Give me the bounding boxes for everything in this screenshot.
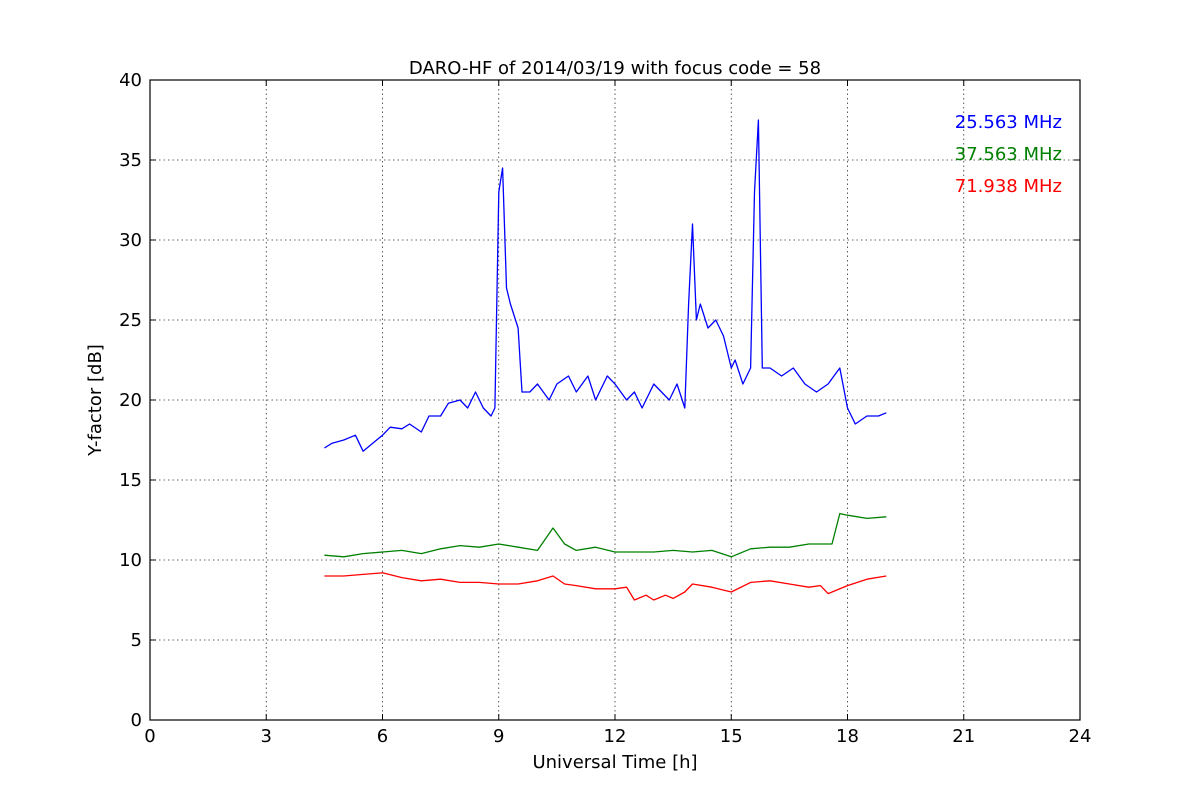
legend-entry-2: 71.938 MHz (955, 176, 1062, 197)
x-tick-label: 6 (377, 726, 388, 747)
x-tick-label: 0 (144, 726, 155, 747)
y-tick-label: 10 (119, 550, 142, 571)
series-line-1 (324, 512, 887, 558)
chart-title: DARO-HF of 2014/03/19 with focus code = … (409, 58, 821, 79)
y-tick-label: 40 (119, 70, 142, 91)
y-tick-label: 20 (119, 390, 142, 411)
x-tick-label: 21 (952, 726, 975, 747)
y-tick-label: 15 (119, 470, 142, 491)
series-line-2 (324, 572, 887, 601)
y-axis-title: Y-factor [dB] (85, 344, 106, 457)
y-tick-label: 35 (119, 150, 142, 171)
x-tick-label: 15 (720, 726, 743, 747)
y-tick-label: 5 (131, 630, 142, 651)
legend-entry-1: 37.563 MHz (955, 144, 1062, 165)
series-layer (324, 119, 887, 601)
x-tick-label: 18 (836, 726, 859, 747)
legend: 25.563 MHz 37.563 MHz 71.938 MHz (955, 112, 1062, 197)
grid (150, 80, 1080, 720)
x-tick-label: 9 (493, 726, 504, 747)
y-tick-label: 0 (131, 710, 142, 731)
ticks: 0 3 6 9 12 15 18 21 24 0 5 10 15 20 25 30 35 40 (119, 70, 1091, 747)
x-axis-title: Universal Time [h] (532, 752, 697, 773)
legend-entry-0: 25.563 MHz (955, 112, 1062, 133)
x-tick-label: 24 (1069, 726, 1092, 747)
x-tick-label: 3 (261, 726, 272, 747)
series-line-0 (324, 119, 887, 452)
y-tick-label: 25 (119, 310, 142, 331)
y-tick-label: 30 (119, 230, 142, 251)
x-tick-label: 12 (604, 726, 627, 747)
